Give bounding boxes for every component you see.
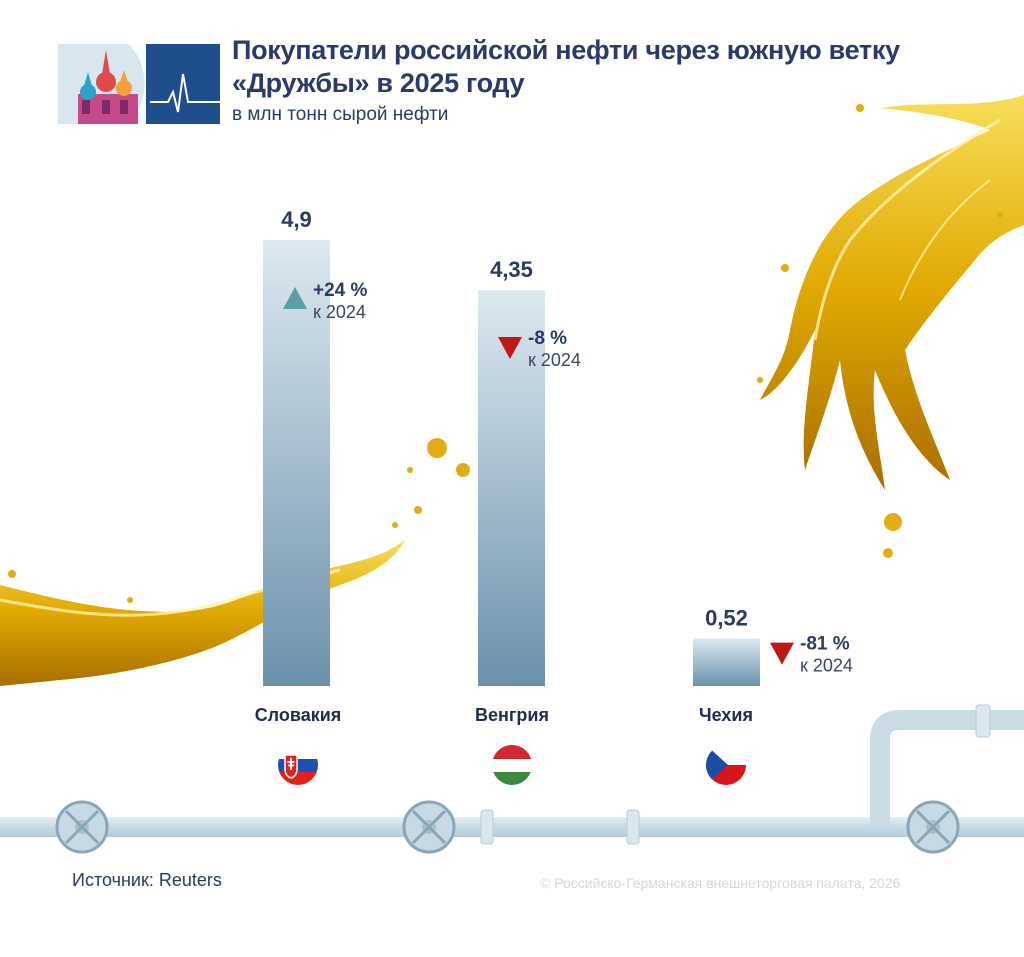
hungary-flag-icon <box>492 745 532 785</box>
value-label-czechia: 0,52 <box>705 606 748 631</box>
value-label-hungary: 4,35 <box>490 257 533 282</box>
up-arrow-icon <box>283 287 307 309</box>
oil-splash-left <box>0 438 470 686</box>
category-label-czechia: Чехия <box>699 705 753 725</box>
title-line-1: Покупатели российской нефти через южную … <box>232 35 900 65</box>
change-label-slovakia: +24 % <box>313 280 368 301</box>
value-label-slovakia: 4,9 <box>281 207 312 232</box>
change-note-slovakia: к 2024 <box>313 302 366 322</box>
slovakia-flag-icon <box>278 745 318 785</box>
valve-wheel-3 <box>906 800 960 854</box>
change-note-hungary: к 2024 <box>528 350 581 370</box>
pipeline <box>0 704 1024 854</box>
title-line-2: «Дружбы» в 2025 году <box>232 68 525 98</box>
change-label-hungary: -8 % <box>528 328 567 349</box>
bar-czechia <box>693 638 760 686</box>
category-label-slovakia: Словакия <box>254 705 342 725</box>
valve-wheel-1 <box>55 800 109 854</box>
chart-subtitle: в млн тонн сырой нефти <box>232 104 449 125</box>
change-label-czechia: -81 % <box>800 634 850 655</box>
source-note: Источник: Reuters <box>72 870 222 890</box>
oil-splash-right <box>757 95 1024 558</box>
valve-wheel-2 <box>402 800 456 854</box>
down-arrow-icon <box>770 642 794 665</box>
czechia-flag-icon <box>706 745 746 785</box>
bar-slovakia <box>263 240 330 686</box>
category-label-hungary: Венгрия <box>475 705 549 725</box>
change-note-czechia: к 2024 <box>800 656 853 676</box>
chart-title: Покупатели российской нефти через южную … <box>232 34 932 100</box>
chamber-logo <box>58 44 220 124</box>
copyright-note: © Российско-Германская внешнеторговая па… <box>540 875 901 891</box>
down-arrow-icon <box>498 337 522 360</box>
